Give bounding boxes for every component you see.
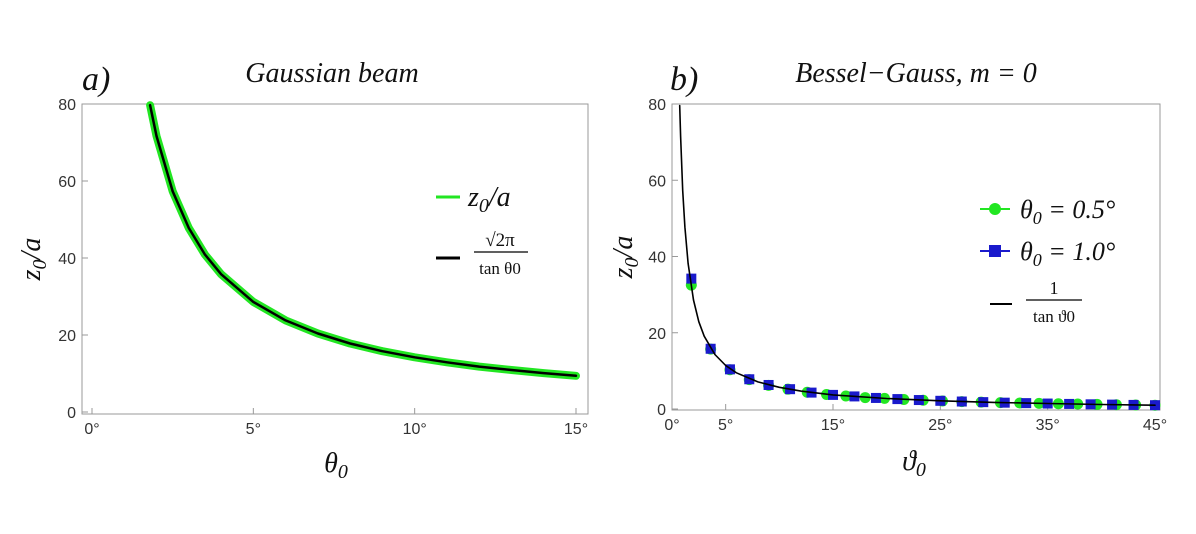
a-ytick-label-1: 20 — [58, 328, 76, 345]
b-ytick-label-0: 0 — [657, 402, 666, 419]
panel-a-label: a) — [82, 61, 110, 98]
b-ytick-label-1: 20 — [648, 326, 666, 343]
panel-a-xlabel: θ0 — [324, 448, 348, 483]
legend-b-green-label: θ0 = 0.5° — [1020, 195, 1115, 228]
b-ytick-label-2: 40 — [648, 250, 666, 267]
b-series-1-point-0 — [686, 273, 697, 284]
b-xtick-label-0: 0° — [664, 417, 679, 434]
a-series-1-line — [148, 103, 578, 378]
panel-b-title: Bessel−Gauss, m = 0 — [795, 58, 1037, 89]
panel-b-plot — [678, 104, 1161, 411]
a-xtick-label-0: 0° — [84, 421, 99, 438]
panel-b-legend: θ0 = 0.5° θ0 = 1.0° 1 tan ϑ0 — [980, 195, 1115, 326]
panel-a-axes: 0° 5° 10° 15° 0 20 40 60 80 — [58, 97, 588, 438]
panel-b-xlabel: ϑ0 — [902, 446, 926, 481]
panel-b-label: b) — [670, 61, 698, 98]
a-ytick-label-0: 0 — [67, 405, 76, 422]
b-series-2-line — [678, 104, 1156, 406]
legend-b-blue-label: θ0 = 1.0° — [1020, 237, 1115, 270]
b-series-1-point-3 — [744, 374, 755, 385]
b-xtick-label-1: 5° — [718, 417, 733, 434]
legend-b-green-marker — [989, 203, 1001, 215]
b-xtick-label-5: 45° — [1143, 417, 1167, 434]
panel-b-axes: 0° 5° 15° 25° 35° 45° 0 20 40 60 80 — [648, 97, 1167, 434]
legend-b-blue-marker — [989, 245, 1001, 257]
b-xtick-label-3: 25° — [928, 417, 952, 434]
legend-a-black-numerator: √2π — [485, 230, 515, 251]
panel-a-title: Gaussian beam — [245, 58, 418, 89]
panel-a-plot — [146, 101, 580, 380]
panel-b-ylabel: z0/a — [608, 236, 643, 280]
legend-b-black-denominator: tan ϑ0 — [1033, 307, 1075, 326]
a-xtick-label-3: 15° — [564, 421, 588, 438]
a-ytick-label-4: 80 — [58, 97, 76, 114]
b-xtick-label-2: 15° — [821, 417, 845, 434]
legend-a-black-denominator: tan θ0 — [479, 259, 521, 278]
legend-a-green-label: z0/a — [467, 182, 511, 217]
a-ytick-label-2: 40 — [58, 251, 76, 268]
b-ytick-label-4: 80 — [648, 97, 666, 114]
panel-a-legend: z0/a √2π tan θ0 — [436, 182, 528, 278]
a-xtick-label-2: 10° — [403, 421, 427, 438]
a-xtick-label-1: 5° — [246, 421, 261, 438]
panel-a-frame — [81, 103, 589, 415]
panel-a: a) Gaussian beam 0° 5° 10° 15° 0 20 40 60 80 z0/… — [16, 58, 589, 483]
panel-a-ylabel: z0/a — [16, 238, 51, 282]
b-ytick-label-3: 60 — [648, 173, 666, 190]
a-ytick-label-3: 60 — [58, 174, 76, 191]
legend-b-black-numerator: 1 — [1050, 278, 1059, 298]
b-xtick-label-4: 35° — [1036, 417, 1060, 434]
panel-b: b) Bessel−Gauss, m = 0 0° 5° 15° 25° 35° 45°0… — [608, 58, 1167, 481]
